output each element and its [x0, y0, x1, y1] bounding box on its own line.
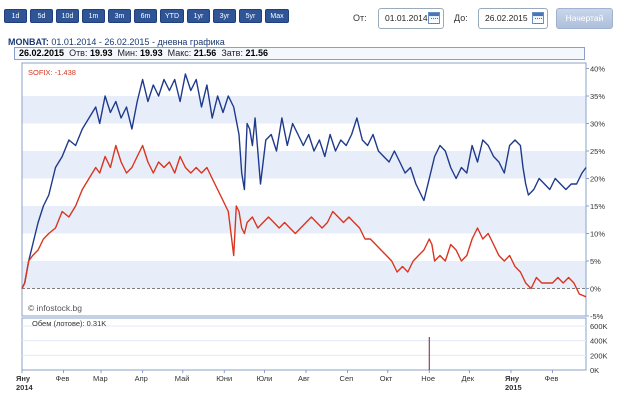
period-1d-button[interactable]: 1d: [4, 9, 27, 23]
x-tick-label: Юли: [256, 374, 272, 383]
date-to-value: 26.02.2015: [485, 13, 528, 23]
main-plot-frame: [21, 62, 587, 317]
watermark: © infostock.bg: [28, 303, 82, 313]
open-value: 19.93: [89, 48, 113, 58]
grid-band: [22, 96, 586, 124]
x-tick-label: Ное: [421, 374, 435, 383]
volume-tick-label: 600K: [590, 322, 608, 331]
x-tick-label: Дек: [461, 374, 474, 383]
period-5yr-button[interactable]: 5yr: [239, 9, 262, 23]
series-lines: [21, 73, 587, 298]
x-tick-label: Мар: [93, 374, 108, 383]
x-tick-year: 2015: [505, 383, 522, 392]
period-10d-button[interactable]: 10d: [56, 9, 79, 23]
volume-tick-label: 400K: [590, 337, 608, 346]
sofix-label: SOFIX: -1.438: [28, 68, 76, 77]
volume-plot-frame: [21, 317, 587, 371]
x-tick-label: Сеп: [340, 374, 354, 383]
period-1m-button[interactable]: 1m: [82, 9, 105, 23]
high-value: 21.56: [193, 48, 217, 58]
date-from-field[interactable]: 01.01.2014: [378, 8, 444, 29]
open-label: Отв:: [69, 48, 88, 58]
period-1yr-button[interactable]: 1yr: [187, 9, 210, 23]
x-tick-label: Фев: [545, 374, 559, 383]
date-to-label: До:: [454, 13, 468, 23]
x-tick-label: Фев: [56, 374, 70, 383]
period-toolbar: 1d 5d 10d 1m 3m 6m YTD 1yr 3yr 5yr Max: [4, 9, 289, 23]
series-line-monbat: [21, 73, 587, 289]
x-tick-label: Апр: [135, 374, 148, 383]
x-tick-label: Яну: [16, 374, 31, 383]
high-label: Макс:: [167, 48, 192, 58]
y-tick-label: 20%: [590, 175, 605, 184]
stats-bar: 26.02.2015 Отв: 19.93 Мин: 19.93 Макс: 2…: [14, 47, 585, 60]
y-tick-label: 30%: [590, 120, 605, 129]
chart-type: - дневна графика: [151, 37, 225, 47]
stats-date: 26.02.2015: [19, 48, 65, 58]
low-value: 19.93: [140, 48, 163, 58]
x-tick-label: Окт: [380, 374, 393, 383]
x-tick-year: 2014: [16, 383, 34, 392]
x-tick-label: Авг: [298, 374, 310, 383]
y-tick-label: 5%: [590, 257, 601, 266]
y-tick-label: 35%: [590, 92, 605, 101]
volume-label: Обем (лотове): 0.31K: [32, 319, 106, 328]
y-tick-label: -5%: [590, 312, 604, 321]
volume-axis-ticks: 600K 400K 200K 0K: [22, 322, 608, 375]
close-label: Затв:: [221, 48, 243, 58]
volume-tick-label: 0K: [590, 366, 599, 375]
series-line-sofix: [21, 144, 587, 298]
y-tick-label: 40%: [590, 65, 605, 74]
chart-header: MONBAT: 01.01.2014 - 26.02.2015 - дневна…: [8, 37, 225, 47]
low-label: Мин:: [117, 48, 138, 58]
y-axis-ticks: 40% 35% 30% 25% 20% 15% 10% 5% 0% -5%: [586, 65, 605, 321]
x-tick-label: Юни: [216, 374, 232, 383]
grid-band: [22, 206, 586, 234]
date-range: 01.01.2014 - 26.02.2015: [51, 37, 150, 47]
period-ytd-button[interactable]: YTD: [160, 9, 184, 23]
x-tick-label: Май: [175, 374, 190, 383]
x-tick-label: Яну: [505, 374, 520, 383]
close-value: 21.56: [245, 48, 269, 58]
date-from-label: От:: [353, 13, 367, 23]
period-3m-button[interactable]: 3m: [108, 9, 131, 23]
volume-tick-label: 200K: [590, 351, 608, 360]
grid-band: [22, 261, 586, 289]
date-to-field[interactable]: 26.02.2015: [478, 8, 548, 29]
y-tick-label: 10%: [590, 230, 605, 239]
grid-band: [22, 151, 586, 179]
grid-bands: [22, 96, 586, 289]
y-tick-label: 0%: [590, 285, 601, 294]
period-6m-button[interactable]: 6m: [134, 9, 157, 23]
period-3yr-button[interactable]: 3yr: [213, 9, 236, 23]
y-tick-label: 25%: [590, 147, 605, 156]
calendar-icon[interactable]: [532, 12, 544, 24]
ticker-name: MONBAT:: [8, 37, 49, 47]
period-max-button[interactable]: Max: [265, 9, 289, 23]
period-5d-button[interactable]: 5d: [30, 9, 53, 23]
draw-button[interactable]: Начертай: [556, 8, 613, 29]
date-from-value: 01.01.2014: [385, 13, 428, 23]
y-tick-label: 15%: [590, 202, 605, 211]
calendar-icon[interactable]: [428, 12, 440, 24]
